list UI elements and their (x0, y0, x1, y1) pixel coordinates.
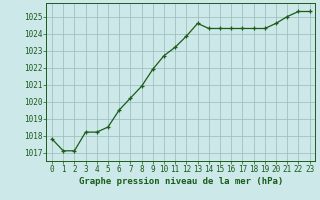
X-axis label: Graphe pression niveau de la mer (hPa): Graphe pression niveau de la mer (hPa) (79, 177, 283, 186)
